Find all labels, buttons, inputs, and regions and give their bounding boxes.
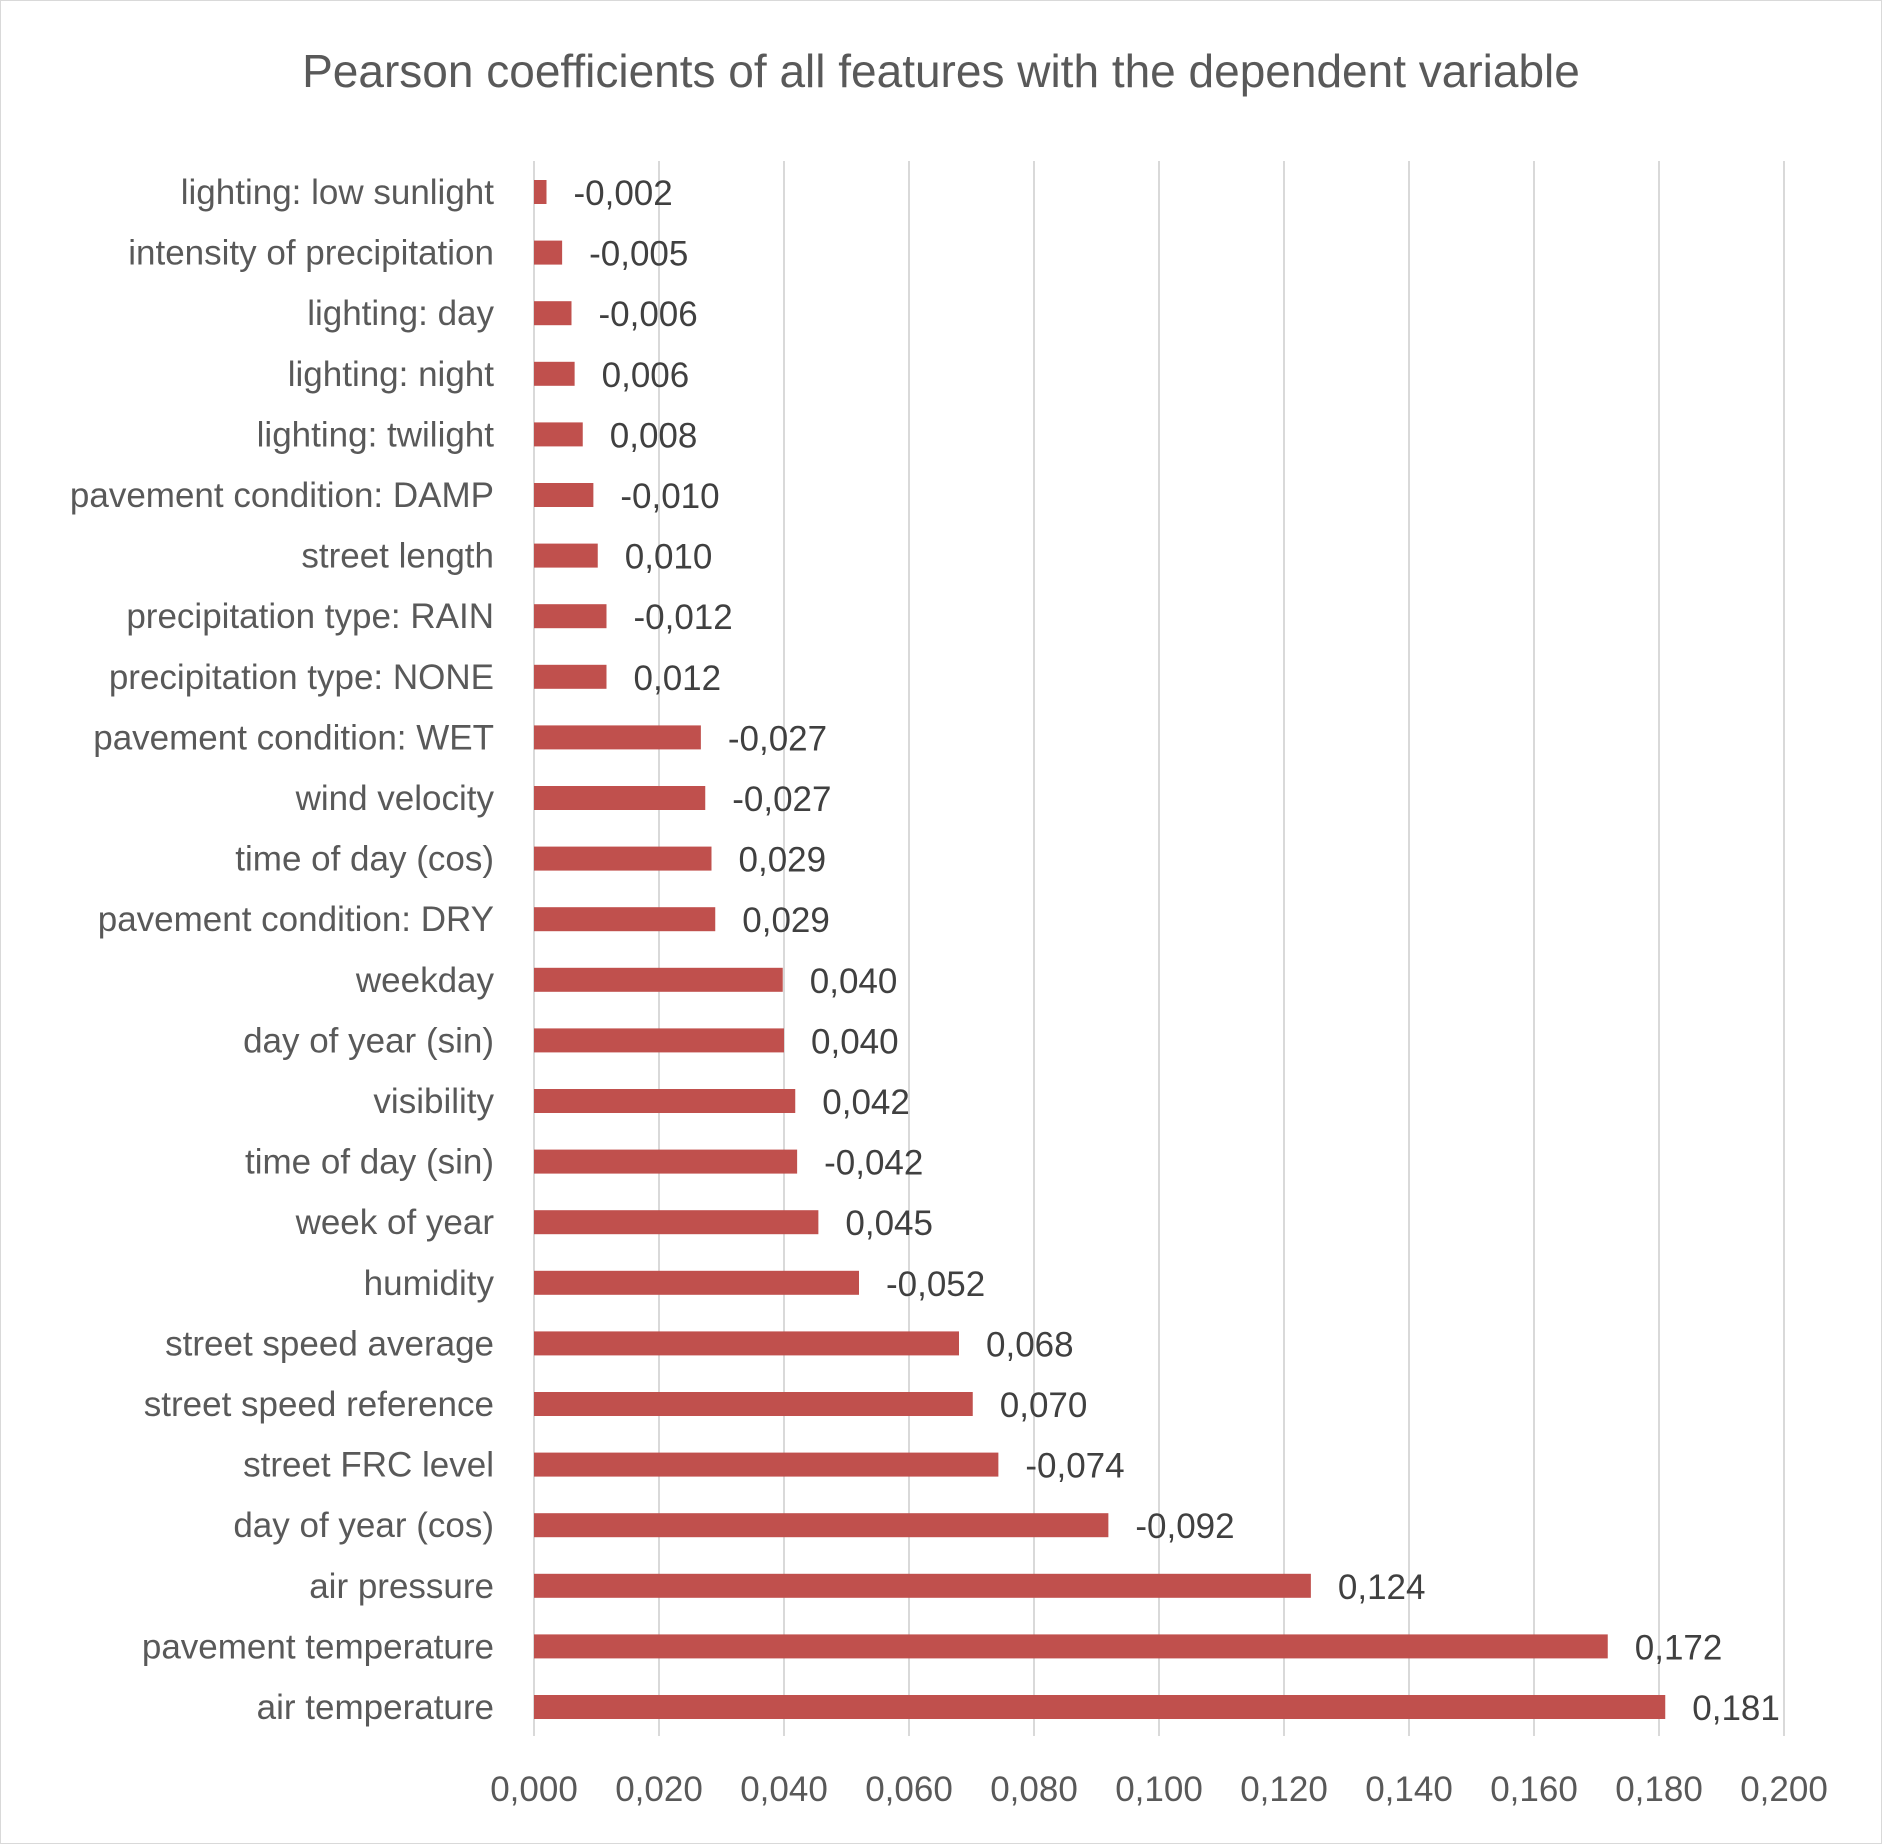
- data-label: 0,040: [811, 1022, 899, 1061]
- category-label: lighting: twilight: [257, 415, 495, 454]
- data-labels: -0,002 -0,005 -0,006 0,006 0,008 -0,010 0,010 -…: [574, 174, 1780, 1728]
- gridlines: [533, 161, 1785, 1736]
- category-label: pavement condition: DAMP: [70, 476, 494, 515]
- bar: [534, 301, 572, 326]
- category-label: day of year (sin): [243, 1021, 494, 1060]
- data-label: 0,029: [739, 841, 827, 880]
- data-label: 0,124: [1338, 1568, 1426, 1607]
- data-label: -0,052: [886, 1265, 985, 1304]
- category-label: humidity: [364, 1264, 495, 1303]
- category-label: time of day (sin): [245, 1143, 494, 1182]
- x-axis-tick-labels: 0,000 0,020 0,040 0,060 0,080 0,100 0,120 0,140…: [490, 1770, 1828, 1809]
- bar: [534, 786, 706, 810]
- category-label: weekday: [355, 961, 495, 1000]
- x-tick-label: 0,020: [615, 1770, 703, 1809]
- data-label: 0,006: [602, 356, 690, 395]
- bar: [534, 422, 583, 447]
- bar: [534, 180, 547, 204]
- category-label: intensity of precipitation: [128, 234, 494, 273]
- bar: [534, 1028, 784, 1053]
- data-label: -0,092: [1135, 1507, 1234, 1546]
- data-label: -0,027: [728, 719, 827, 758]
- bar: [534, 1452, 999, 1477]
- x-tick-label: 0,080: [990, 1770, 1078, 1809]
- category-label: precipitation type: RAIN: [126, 597, 494, 636]
- chart-title: Pearson coefficients of all features wit…: [302, 45, 1580, 97]
- bar: [534, 361, 575, 386]
- x-tick-label: 0,200: [1740, 1770, 1828, 1809]
- data-label: 0,040: [810, 962, 898, 1001]
- bar: [534, 725, 701, 750]
- category-label: lighting: low sunlight: [181, 173, 495, 212]
- x-tick-label: 0,040: [740, 1770, 828, 1809]
- data-label: 0,070: [1000, 1386, 1088, 1425]
- x-tick-label: 0,100: [1115, 1770, 1203, 1809]
- category-label: street speed average: [165, 1324, 494, 1363]
- bar: [534, 846, 712, 871]
- data-label: 0,181: [1692, 1689, 1780, 1728]
- category-label: time of day (cos): [235, 840, 494, 879]
- data-label: 0,068: [986, 1325, 1074, 1364]
- x-tick-label: 0,060: [865, 1770, 953, 1809]
- bar: [534, 1513, 1109, 1538]
- category-label: week of year: [295, 1203, 495, 1242]
- category-label: pavement condition: DRY: [98, 900, 494, 939]
- category-label: lighting: night: [288, 355, 495, 394]
- data-label: -0,005: [589, 235, 688, 274]
- data-label: 0,029: [742, 901, 830, 940]
- bar: [534, 1089, 796, 1113]
- data-label: -0,010: [620, 477, 719, 516]
- data-label: -0,006: [599, 295, 698, 334]
- x-tick-label: 0,160: [1490, 1770, 1578, 1809]
- bar: [534, 1634, 1608, 1659]
- bar: [534, 1149, 798, 1174]
- data-label: 0,172: [1635, 1628, 1723, 1667]
- data-label: 0,008: [610, 416, 698, 455]
- category-label: pavement condition: WET: [93, 718, 494, 757]
- category-label: air pressure: [309, 1567, 494, 1606]
- category-label: street length: [301, 537, 494, 576]
- category-label: day of year (cos): [233, 1506, 494, 1545]
- x-tick-label: 0,120: [1240, 1770, 1328, 1809]
- data-label: 0,010: [625, 538, 713, 577]
- category-label: precipitation type: NONE: [109, 658, 494, 697]
- bar: [534, 543, 598, 568]
- data-label: -0,042: [824, 1144, 923, 1183]
- bar: [534, 240, 563, 265]
- data-label: -0,027: [732, 780, 831, 819]
- category-label: street FRC level: [243, 1446, 494, 1485]
- data-label: -0,002: [574, 174, 673, 213]
- bar: [534, 1695, 1666, 1719]
- category-label: visibility: [373, 1082, 494, 1121]
- category-label: pavement temperature: [142, 1627, 494, 1666]
- bars: [534, 180, 1666, 1719]
- bar: [534, 907, 716, 932]
- bar: [534, 967, 783, 992]
- category-labels: lighting: low sunlight intensity of preci…: [70, 173, 495, 1727]
- category-label: air temperature: [257, 1688, 494, 1727]
- x-tick-label: 0,180: [1615, 1770, 1703, 1809]
- data-label: 0,012: [634, 659, 722, 698]
- category-label: wind velocity: [295, 779, 495, 818]
- data-label: -0,012: [634, 598, 733, 637]
- data-label: 0,042: [822, 1083, 910, 1122]
- bar: [534, 1331, 959, 1356]
- bar: [534, 1210, 819, 1235]
- x-tick-label: 0,000: [490, 1770, 578, 1809]
- bar: [534, 664, 607, 689]
- bar: [534, 483, 594, 507]
- bar: [534, 1392, 973, 1416]
- bar: [534, 1270, 859, 1295]
- category-label: street speed reference: [144, 1385, 494, 1424]
- category-label: lighting: day: [307, 294, 494, 333]
- bar: [534, 1573, 1311, 1598]
- bar: [534, 604, 607, 629]
- data-label: 0,045: [845, 1204, 933, 1243]
- x-tick-label: 0,140: [1365, 1770, 1453, 1809]
- data-label: -0,074: [1025, 1447, 1124, 1486]
